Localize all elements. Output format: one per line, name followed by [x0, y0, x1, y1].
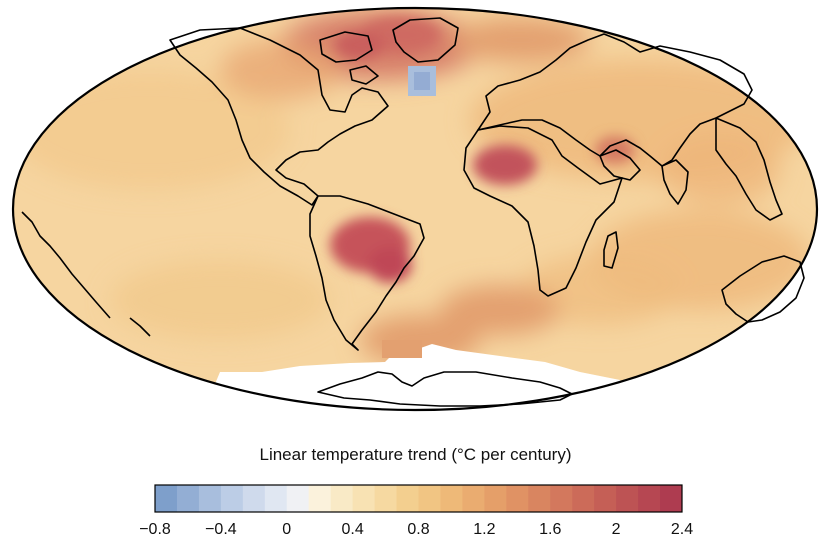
colorbar-tick-label: 0 — [282, 521, 291, 538]
trend-patches — [13, 10, 810, 365]
colorbar-bin — [616, 485, 639, 512]
colorbar-bin — [220, 485, 244, 512]
coast-madagascar — [603, 231, 619, 269]
colorbar-tick-label: 2.4 — [671, 521, 693, 538]
colorbar-bin — [198, 485, 222, 512]
colorbar-title: Linear temperature trend (°C per century… — [259, 445, 572, 464]
colorbar-bins — [155, 485, 683, 512]
colorbar-ticks: −0.8 −0.4 0 0.4 0.8 1.2 1.6 2 2.4 — [139, 521, 693, 538]
coast-africa — [463, 125, 623, 297]
colorbar-bin — [660, 485, 683, 512]
colorbar-bin — [550, 485, 573, 512]
cooling-core — [414, 72, 430, 90]
colorbar-bin — [418, 485, 441, 512]
coast-australia — [721, 255, 805, 323]
colorbar-bin — [462, 485, 485, 512]
coast-south-america — [309, 195, 425, 351]
coast-arabia — [599, 149, 641, 181]
colorbar-tick-label: 0.4 — [342, 521, 364, 538]
coast-east-asia — [715, 117, 783, 221]
temperature-trend-map — [11, 6, 819, 412]
colorbar: −0.8 −0.4 0 0.4 0.8 1.2 1.6 2 2.4 — [139, 484, 693, 538]
colorbar-bin — [594, 485, 617, 512]
colorbar-tick-label: 1.2 — [473, 521, 495, 538]
colorbar-frame — [154, 484, 683, 513]
coast-west-pacific-islands — [21, 211, 151, 337]
colorbar-bin — [330, 485, 354, 512]
coastlines — [21, 17, 805, 407]
colorbar-bin — [242, 485, 266, 512]
colorbar-bin — [155, 485, 178, 512]
colorbar-tick-label: −0.4 — [205, 521, 237, 538]
colorbar-bin — [264, 485, 288, 512]
colorbar-bin — [176, 485, 200, 512]
colorbar-bin — [396, 485, 419, 512]
colorbar-bin — [528, 485, 551, 512]
colorbar-bin — [374, 485, 398, 512]
trend-field — [13, 8, 817, 410]
coast-greenland — [392, 17, 459, 63]
peninsula-trend — [382, 340, 422, 358]
coast-europe — [477, 33, 753, 167]
colorbar-bin — [572, 485, 595, 512]
coast-arctic-islands — [319, 31, 379, 85]
colorbar-bin — [506, 485, 529, 512]
coast-north-america — [169, 27, 389, 206]
colorbar-bin — [638, 485, 661, 512]
colorbar-tick-label: 1.6 — [539, 521, 561, 538]
colorbar-tick-label: 2 — [612, 521, 621, 538]
colorbar-tick-label: −0.8 — [139, 521, 171, 538]
colorbar-bin — [286, 485, 310, 512]
colorbar-bin — [352, 485, 376, 512]
colorbar-bin — [308, 485, 332, 512]
colorbar-tick-label: 0.8 — [407, 521, 429, 538]
coast-india — [661, 159, 689, 205]
coast-antarctica — [317, 371, 573, 407]
colorbar-bin — [484, 485, 507, 512]
globe-outline — [11, 6, 819, 412]
colorbar-bin — [440, 485, 463, 512]
